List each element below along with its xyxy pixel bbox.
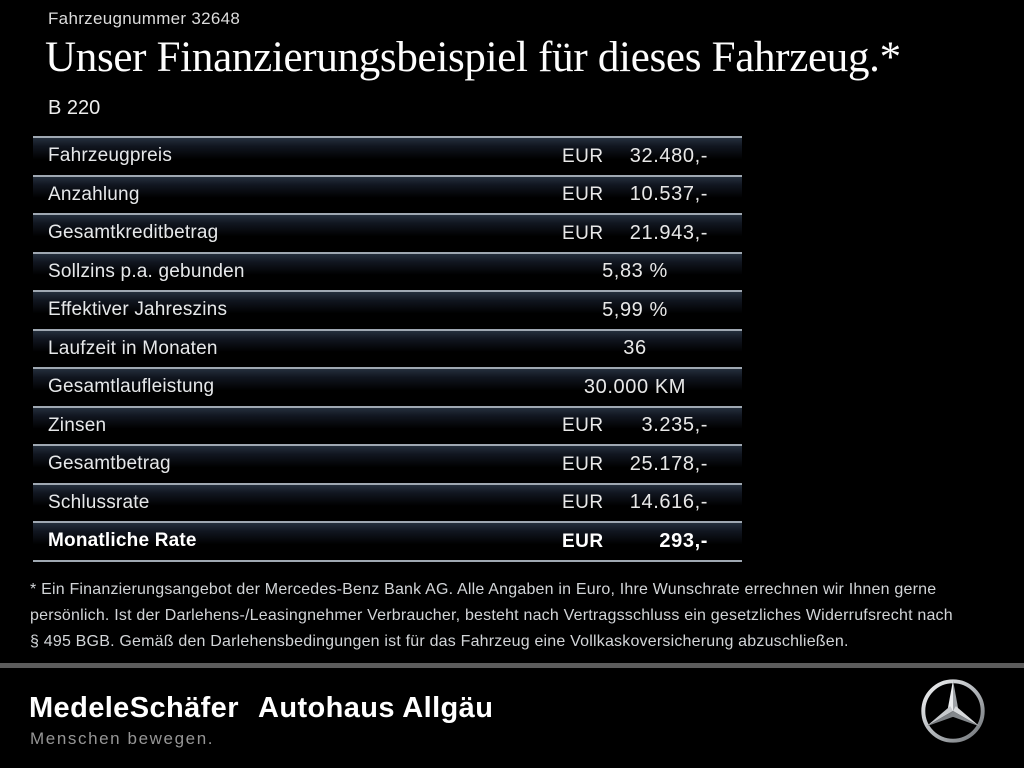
row-value-group: EUR 14.616,- <box>562 491 708 514</box>
row-label: Zinsen <box>48 414 107 436</box>
row-value: 21.943,- <box>629 221 708 244</box>
row-value: 36 <box>623 337 647 360</box>
vehicle-number: Fahrzeugnummer 32648 <box>48 9 241 28</box>
currency-label: EUR <box>562 145 604 167</box>
footnote-line: § 495 BGB. Gemäß den Darlehensbedingunge… <box>30 633 849 650</box>
currency-label: EUR <box>562 415 604 437</box>
footer-divider <box>0 663 1024 668</box>
row-value: 10.537,- <box>629 183 708 206</box>
row-value-group: EUR 25.178,- <box>562 453 708 476</box>
mercedes-star-icon <box>921 679 985 743</box>
row-label: Gesamtlaufleistung <box>48 376 215 398</box>
table-row: Schlussrate EUR 14.616,- <box>33 482 742 521</box>
table-row: Effektiver Jahreszins 5,99 % <box>33 290 742 329</box>
table-row: Zinsen EUR 3.235,- <box>33 405 742 444</box>
row-value: 293,- <box>659 529 708 552</box>
currency-label: EUR <box>562 453 604 475</box>
currency-label: EUR <box>562 530 604 552</box>
table-row: Gesamtkreditbetrag EUR 21.943,- <box>33 213 742 252</box>
row-value-group: EUR 3.235,- <box>562 414 708 437</box>
row-value-group: EUR 293,- <box>562 530 708 553</box>
table-bottom-line <box>33 559 742 562</box>
row-value: 5,99 % <box>602 298 668 321</box>
currency-label: EUR <box>562 492 604 514</box>
row-value-group: EUR 10.537,- <box>562 183 708 206</box>
table-row: Anzahlung EUR 10.537,- <box>33 174 742 213</box>
table-row: Gesamtlaufleistung 30.000 KM <box>33 367 742 406</box>
financing-table: Fahrzeugpreis EUR 32.480,- Anzahlung EUR 1… <box>33 136 742 562</box>
row-label: Laufzeit in Monaten <box>48 337 218 359</box>
footnote-line: persönlich. Ist der Darlehens-/Leasingne… <box>30 607 953 624</box>
dealer-logo-medele-schaefer: MedeleSchäfer <box>29 692 239 724</box>
footnote: * Ein Finanzierungsangebot der Mercedes-… <box>30 577 1015 655</box>
dealer-logo-autohaus-allgaeu: Autohaus Allgäu <box>258 692 494 724</box>
row-value: 25.178,- <box>629 452 708 475</box>
row-label: Sollzins p.a. gebunden <box>48 260 245 282</box>
row-value-group: 5,83 % <box>522 260 708 283</box>
row-value: 30.000 KM <box>583 375 687 398</box>
model-name: B 220 <box>48 97 101 119</box>
table-row: Sollzins p.a. gebunden 5,83 % <box>33 251 742 290</box>
row-label: Monatliche Rate <box>48 530 197 552</box>
row-value-group: 5,99 % <box>522 299 708 322</box>
table-row: Gesamtbetrag EUR 25.178,- <box>33 444 742 483</box>
page-title: Unser Finanzierungsbeispiel für dieses F… <box>45 34 901 81</box>
footnote-line: * Ein Finanzierungsangebot der Mercedes-… <box>30 581 937 598</box>
row-value-group: 36 <box>522 337 708 360</box>
currency-label: EUR <box>562 222 604 244</box>
row-label: Gesamtbetrag <box>48 453 171 475</box>
row-label: Fahrzeugpreis <box>48 145 173 167</box>
row-value-group: 30.000 KM <box>522 376 708 399</box>
row-label: Effektiver Jahreszins <box>48 299 228 321</box>
table-row: Fahrzeugpreis EUR 32.480,- <box>33 136 742 175</box>
row-value-group: EUR 32.480,- <box>562 145 708 168</box>
row-value: 5,83 % <box>602 260 668 283</box>
dealer-tagline: Menschen bewegen. <box>30 729 215 748</box>
row-value: 3.235,- <box>641 414 708 437</box>
row-label: Schlussrate <box>48 491 150 513</box>
row-label: Gesamtkreditbetrag <box>48 222 219 244</box>
row-value-group: EUR 21.943,- <box>562 222 708 245</box>
row-label: Anzahlung <box>48 183 140 205</box>
table-row-monthly-rate: Monatliche Rate EUR 293,- <box>33 521 742 560</box>
currency-label: EUR <box>562 184 604 206</box>
row-value: 14.616,- <box>629 491 708 514</box>
row-value: 32.480,- <box>629 144 708 167</box>
table-row: Laufzeit in Monaten 36 <box>33 328 742 367</box>
